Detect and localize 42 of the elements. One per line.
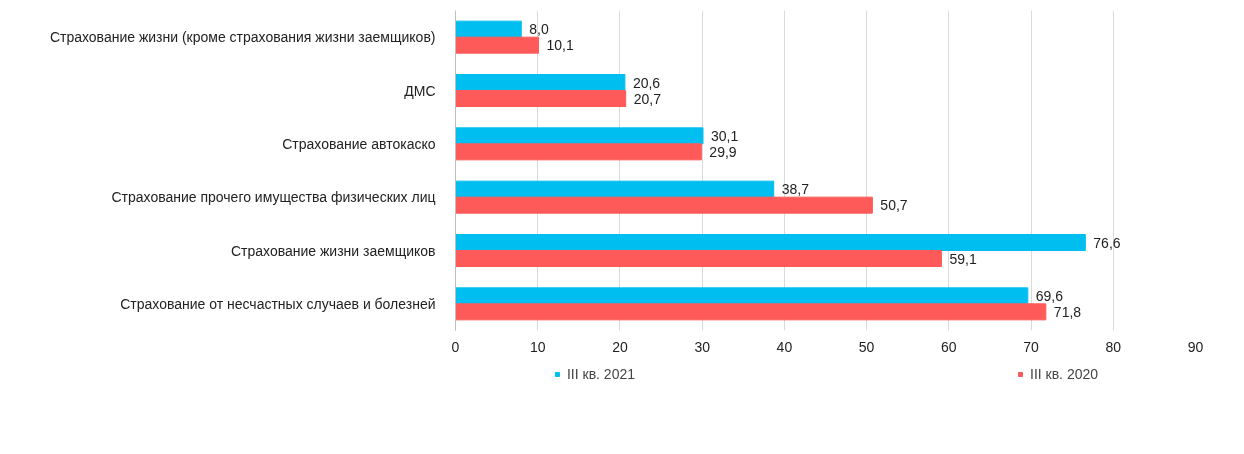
data-label: 76,6 (1093, 234, 1121, 251)
legend-label: III кв. 2021 (566, 366, 635, 382)
x-tick-label: 40 (776, 338, 793, 355)
x-tick-label: 90 (1187, 338, 1204, 355)
y-tick-label: Страхование автокаско (282, 135, 436, 152)
bar (455, 74, 626, 91)
x-tick-label: 60 (941, 338, 957, 355)
data-label: 20,6 (632, 74, 661, 91)
bar (455, 303, 1047, 321)
bar (455, 196, 873, 214)
bar (455, 20, 522, 38)
x-tick-label: 20 (612, 338, 628, 355)
data-label: 59,1 (949, 250, 977, 267)
data-label: 69,6 (1035, 287, 1064, 304)
x-tick-label: 70 (1023, 338, 1040, 355)
x-tick-label: 50 (858, 338, 875, 355)
x-tick-label: 10 (529, 338, 546, 355)
y-tick-label: Страхование прочего имущества физических лиц (111, 189, 436, 206)
data-label: 50,7 (880, 197, 908, 214)
data-label: 29,9 (709, 143, 737, 160)
data-label: 71,8 (1053, 303, 1082, 320)
data-label: 10,1 (546, 37, 575, 54)
data-label: 8,0 (529, 21, 549, 38)
x-tick-label: 30 (694, 338, 711, 355)
bar (455, 180, 775, 198)
data-label: 20,7 (633, 90, 662, 107)
bar (455, 143, 702, 161)
bar (455, 234, 1086, 251)
y-tick-label: Страхование жизни (кроме страхования жизни заемщиков) (49, 29, 436, 46)
data-label: 30,1 (710, 127, 739, 144)
legend-label: III кв. 2020 (1030, 366, 1099, 382)
bar (455, 90, 627, 107)
bar (455, 250, 942, 267)
y-tick-label: ДМС (404, 82, 436, 99)
bar (455, 36, 540, 54)
x-tick-label: 0 (451, 338, 460, 355)
data-label: 38,7 (781, 181, 810, 198)
x-tick-label: 80 (1105, 338, 1122, 355)
bar (455, 287, 1029, 305)
bar (455, 127, 704, 145)
y-tick-label: Страхование от несчастных случаев и болезней (120, 295, 436, 312)
y-tick-label: Страхование жизни заемщиков (230, 242, 436, 259)
